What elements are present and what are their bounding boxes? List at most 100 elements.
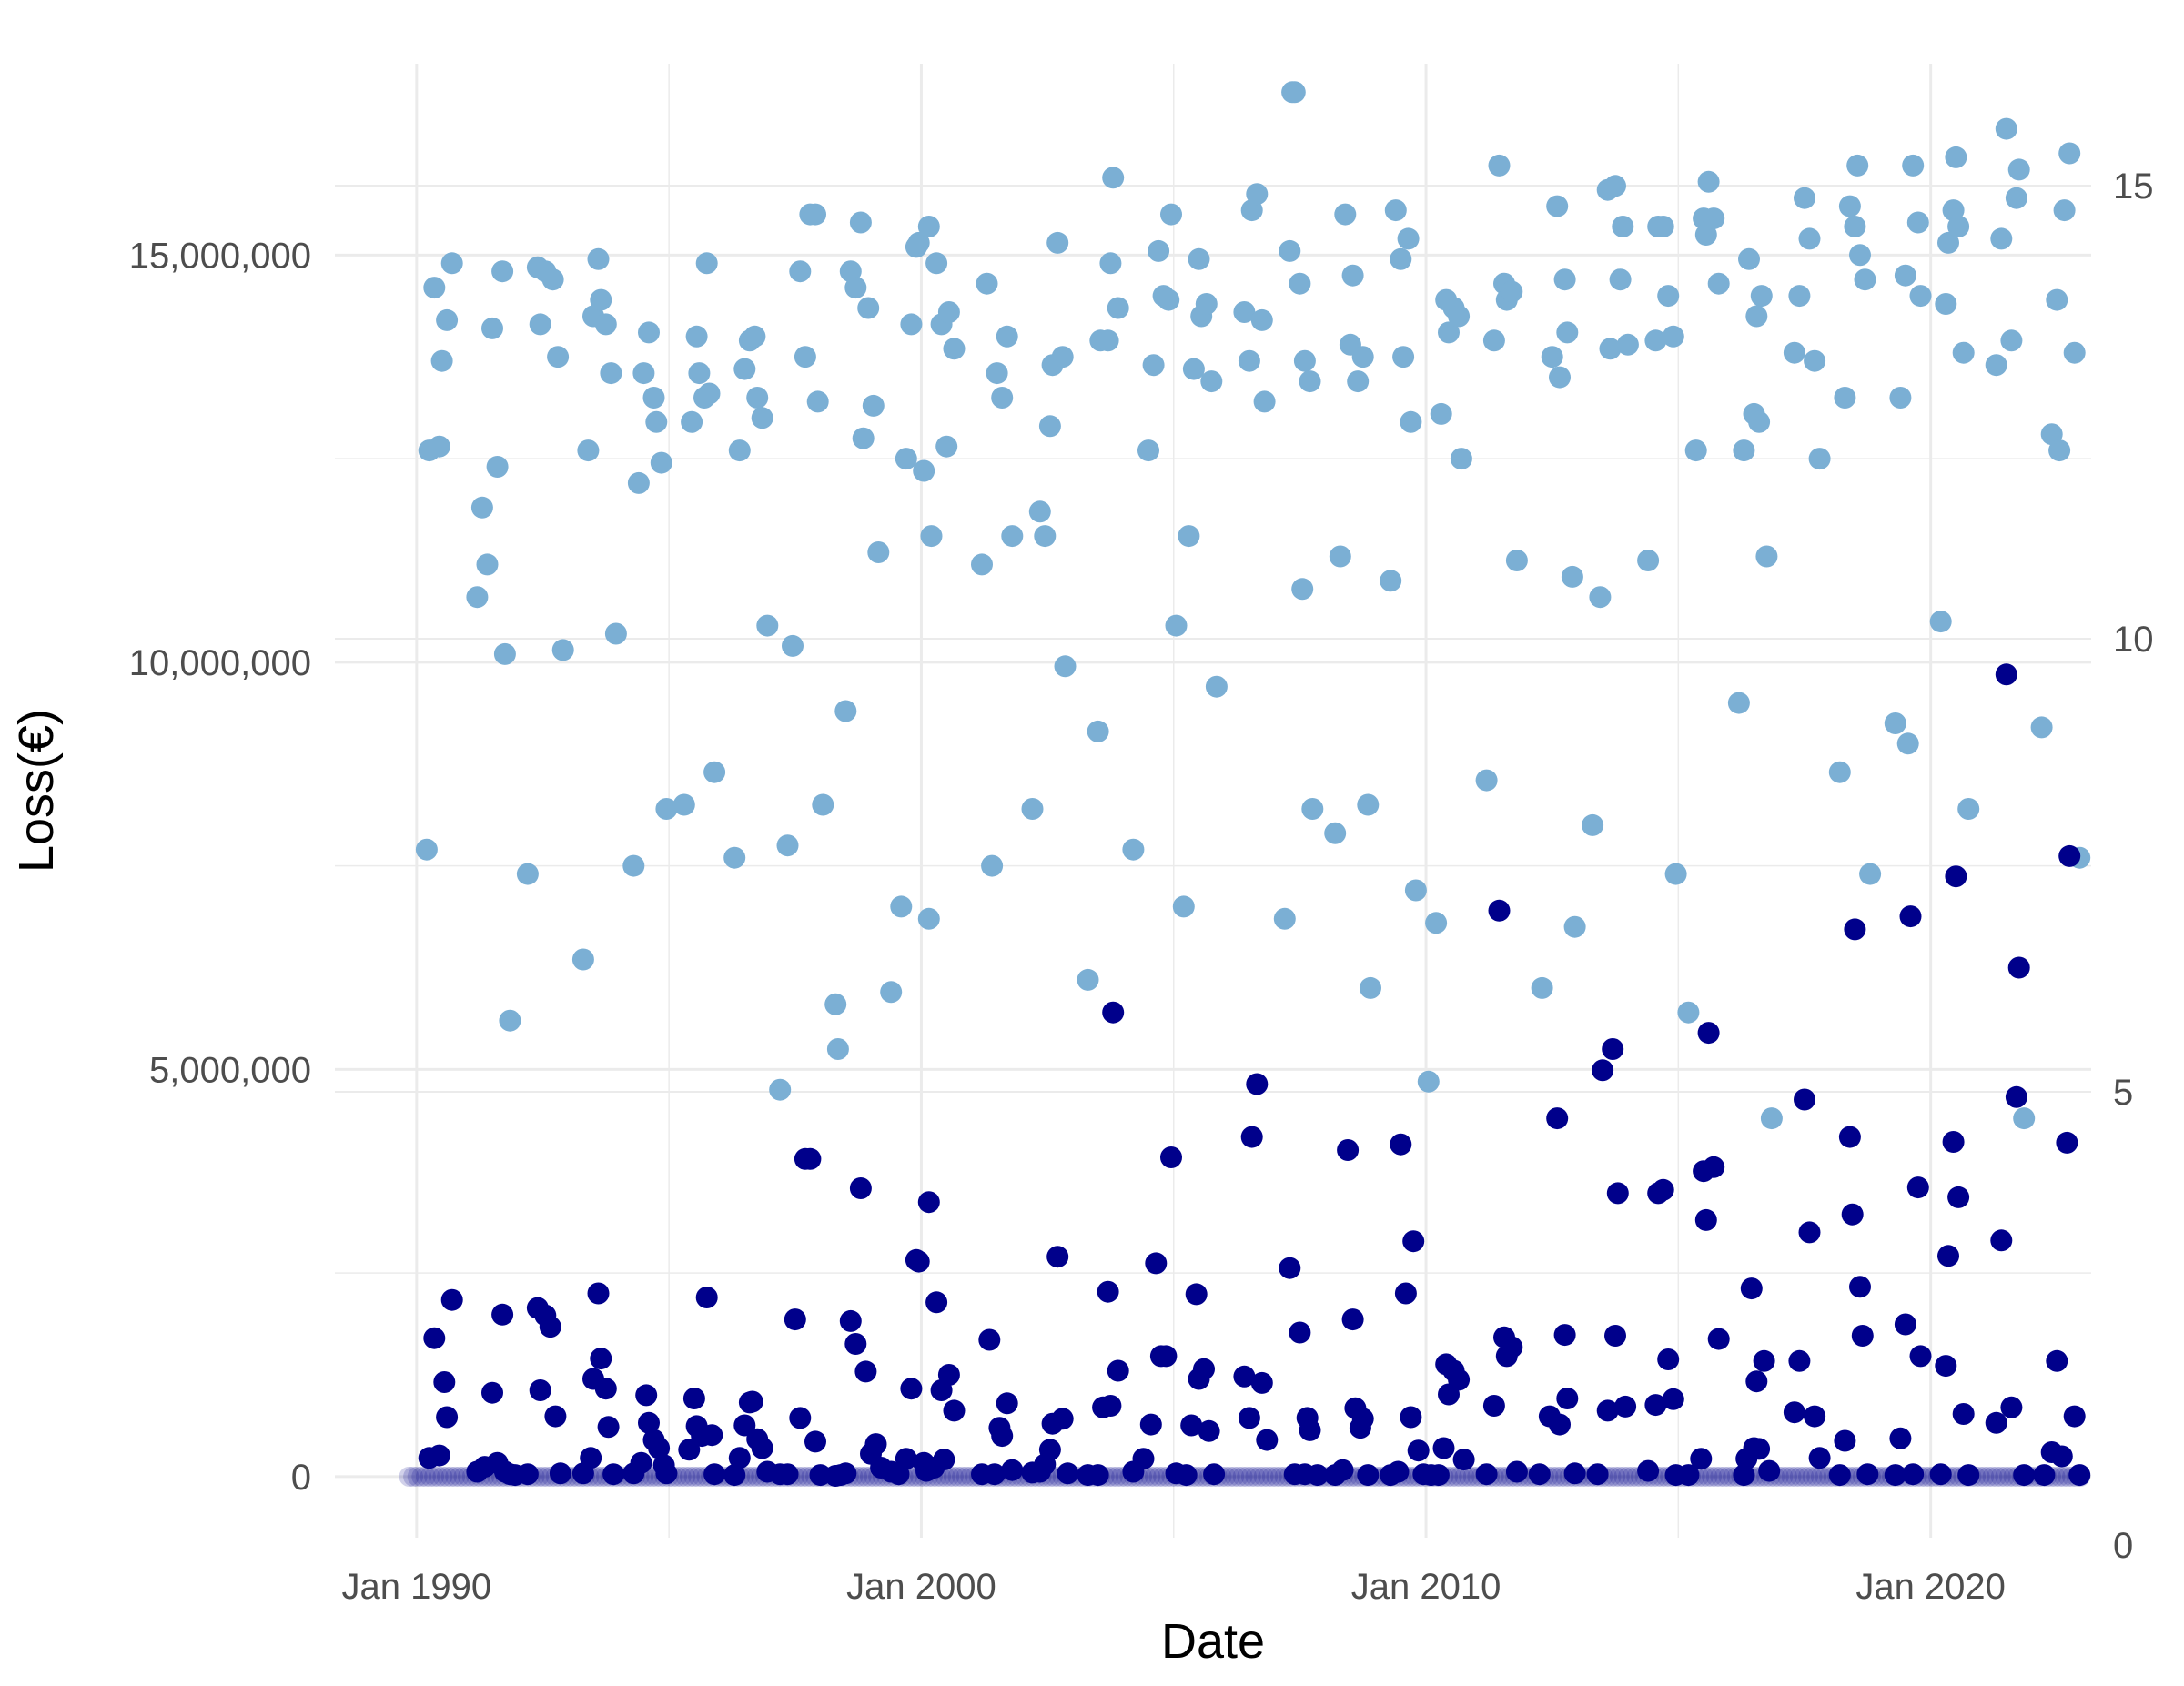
- faded-point: [1702, 1466, 1723, 1487]
- dark-series-point: [1341, 1308, 1364, 1331]
- light-series-point: [1380, 570, 1402, 592]
- light-series-point: [1099, 252, 1122, 275]
- light-series-point: [2000, 329, 2023, 352]
- light-series-point: [1662, 325, 1684, 348]
- dark-series-point: [937, 1364, 960, 1386]
- light-series-point: [1347, 370, 1370, 393]
- faded-point: [1613, 1466, 1634, 1487]
- dark-series-point: [1185, 1283, 1208, 1306]
- faded-point: [688, 1466, 709, 1487]
- light-series-point: [1838, 195, 1861, 217]
- light-series-point: [1250, 308, 1273, 331]
- dark-series-point: [1856, 1463, 1879, 1486]
- dark-series-point: [1851, 1325, 1874, 1347]
- light-series-point: [1929, 611, 1952, 633]
- dark-series-point: [1844, 918, 1866, 941]
- light-series-point: [1657, 285, 1680, 308]
- dark-series-point: [943, 1399, 966, 1422]
- dark-series-point: [978, 1328, 1001, 1351]
- light-series-point: [1549, 366, 1571, 389]
- y-axis-title: Loss(€): [9, 709, 64, 873]
- faded-point: [1228, 1466, 1249, 1487]
- dark-series-point: [1180, 1414, 1203, 1437]
- dark-series-point: [1250, 1371, 1273, 1394]
- light-series-point: [1238, 349, 1260, 372]
- dark-series-point: [1256, 1429, 1279, 1451]
- light-series-point: [1293, 349, 1316, 372]
- light-series-point: [529, 313, 551, 336]
- dark-series-point: [925, 1291, 948, 1314]
- light-series-point: [1995, 117, 2017, 140]
- light-series-point: [1289, 272, 1311, 295]
- dark-series-point: [1884, 1464, 1906, 1487]
- light-series-point: [1051, 346, 1074, 368]
- faded-point: [1454, 1466, 1475, 1487]
- light-series-point: [1482, 329, 1505, 352]
- light-series-point: [491, 260, 514, 283]
- dark-series-point: [1899, 905, 1922, 928]
- light-series-point: [1299, 370, 1321, 393]
- light-series-point: [1054, 655, 1077, 678]
- light-series-point: [415, 838, 438, 861]
- light-series-point: [1794, 187, 1815, 209]
- faded-point: [1785, 1466, 1806, 1487]
- light-series-point: [695, 252, 718, 275]
- dark-series-point: [1733, 1464, 1755, 1487]
- dark-series-point: [900, 1378, 923, 1400]
- light-series-point: [1488, 154, 1511, 177]
- dark-series-point: [436, 1406, 459, 1429]
- dark-series-point: [544, 1405, 567, 1428]
- dark-series-point: [587, 1282, 610, 1305]
- light-series-point: [1253, 390, 1276, 413]
- light-series-point: [466, 586, 489, 609]
- light-series-point: [1334, 203, 1357, 226]
- dark-series-point: [440, 1288, 463, 1311]
- dark-series-point: [1703, 1156, 1725, 1178]
- faded-point: [1144, 1466, 1165, 1487]
- faded-point: [1446, 1466, 1467, 1487]
- light-series-point: [937, 301, 960, 323]
- light-series-point: [1107, 297, 1129, 319]
- light-series-point: [782, 634, 804, 657]
- dark-series-point: [1808, 1447, 1831, 1469]
- faded-point: [939, 1466, 960, 1487]
- light-series-point: [1450, 448, 1472, 470]
- faded-point: [2053, 1466, 2074, 1487]
- light-series-point: [1142, 354, 1165, 377]
- light-series-point: [604, 622, 627, 645]
- light-series-point: [1102, 167, 1125, 189]
- faded-point: [403, 1466, 424, 1487]
- light-series-point: [806, 390, 829, 413]
- dark-series-point: [907, 1250, 930, 1273]
- light-series-point: [1985, 354, 2007, 377]
- light-series-point: [1612, 216, 1634, 237]
- light-series-point: [1097, 329, 1119, 352]
- light-series-point: [844, 277, 867, 299]
- dark-series-point: [1606, 1182, 1629, 1205]
- light-series-point: [976, 272, 998, 295]
- dark-series-point: [1947, 1186, 1970, 1208]
- light-series-point: [1859, 863, 1882, 885]
- dark-series-point: [655, 1462, 678, 1485]
- light-series-point: [1384, 199, 1407, 222]
- dark-series-point: [1387, 1460, 1410, 1483]
- light-series-point: [1748, 410, 1771, 433]
- light-series-point: [1828, 761, 1851, 783]
- light-series-point: [1697, 170, 1720, 193]
- dark-series-point: [481, 1381, 503, 1404]
- dark-series-point: [1758, 1459, 1781, 1482]
- light-series-point: [703, 761, 726, 783]
- dark-series-point: [1798, 1221, 1821, 1244]
- dark-series-point: [1935, 1355, 1957, 1378]
- light-series-point: [1896, 732, 1919, 755]
- light-series-point: [481, 317, 503, 339]
- light-series-point: [2013, 1107, 2036, 1130]
- dark-series-point: [695, 1287, 718, 1308]
- faded-point: [1982, 1466, 2003, 1487]
- light-series-point: [1844, 216, 1866, 237]
- faded-point: [1232, 1466, 1253, 1487]
- light-series-point: [551, 639, 574, 661]
- light-series-point: [645, 410, 668, 433]
